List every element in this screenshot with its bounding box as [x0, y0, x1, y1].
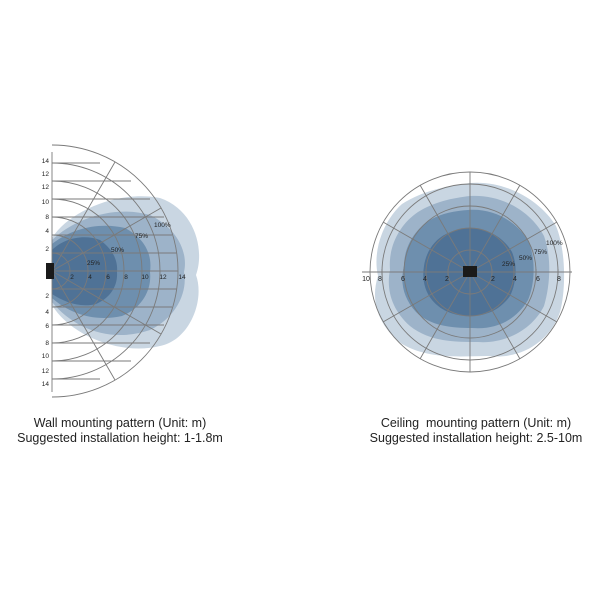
ceiling-sensor	[463, 266, 477, 277]
ceiling-axis-label-left: 4	[423, 276, 427, 283]
wall-radial-label: 14	[178, 274, 186, 281]
wall-axis-label-down: 2	[45, 293, 49, 300]
ceiling-pct-label-100: 100%	[546, 240, 563, 247]
ceiling-axis-label-right: 6	[536, 276, 540, 283]
wall-axis-label-down: 14	[42, 381, 50, 388]
wall-pct-label-50: 50%	[111, 247, 124, 254]
wall-pct-label-25: 25%	[87, 260, 100, 267]
wall-axis-label-up: 14	[42, 158, 50, 165]
wall-axis-label-up: 8	[45, 214, 49, 221]
wall-axis-label-down: 12	[42, 368, 50, 375]
ceiling-pct-label-25: 25%	[502, 261, 515, 268]
wall-radial-label: 6	[106, 274, 110, 281]
wall-grid	[51, 144, 179, 398]
wall-pattern: 2 4 6 8 10 12 14 14 14 12 12 10 8 4 2 2 …	[42, 144, 200, 398]
wall-radial-label: 4	[88, 274, 92, 281]
wall-caption-line2: Suggested installation height: 1-1.8m	[17, 431, 223, 445]
ceiling-caption: Ceiling mounting pattern (Unit: m) Sugge…	[352, 416, 600, 446]
wall-caption: Wall mounting pattern (Unit: m) Suggeste…	[0, 416, 240, 446]
wall-radial-label: 10	[141, 274, 149, 281]
ceiling-axis-label-right: 4	[513, 276, 517, 283]
wall-radial-label: 2	[70, 274, 74, 281]
wall-sensor	[46, 263, 54, 279]
wall-axis-label-down: 6	[45, 323, 49, 330]
wall-axis-label-up: 12	[42, 184, 50, 191]
wall-axis-label-down: 8	[45, 340, 49, 347]
ceiling-axis-label-left: 6	[401, 276, 405, 283]
wall-axis-label-up: 12	[42, 171, 50, 178]
wall-radial-label: 12	[159, 274, 167, 281]
ceiling-pct-label-50: 50%	[519, 255, 532, 262]
wall-axis-label-down: 10	[42, 353, 50, 360]
wall-axis-label-up: 10	[42, 199, 50, 206]
ceiling-axis-label-right: 2	[491, 276, 495, 283]
ceiling-axis-label-right: 8	[557, 276, 561, 283]
ceiling-axis-label-left: 2	[445, 276, 449, 283]
wall-axis-label-up: 4	[45, 228, 49, 235]
wall-radial-label: 8	[124, 274, 128, 281]
ceiling-grid	[362, 171, 572, 373]
wall-axis-label-down: 4	[45, 309, 49, 316]
ceiling-axis-label-left: 8	[378, 276, 382, 283]
ceiling-pct-label-75: 75%	[534, 249, 547, 256]
wall-caption-line1: Wall mounting pattern (Unit: m)	[33, 416, 207, 430]
ceiling-axis-label-left: 10	[362, 276, 370, 283]
wall-pct-label-100: 100%	[154, 222, 171, 229]
ceiling-caption-line2: Suggested installation height: 2.5-10m	[369, 431, 583, 445]
ceiling-pattern: 10 8 6 4 2 2 4 6 8 100% 75% 50% 25%	[362, 171, 572, 373]
wall-axis-label-up: 2	[45, 246, 49, 253]
ceiling-caption-line1: Ceiling mounting pattern (Unit: m)	[380, 416, 572, 430]
wall-pct-label-75: 75%	[135, 233, 148, 240]
